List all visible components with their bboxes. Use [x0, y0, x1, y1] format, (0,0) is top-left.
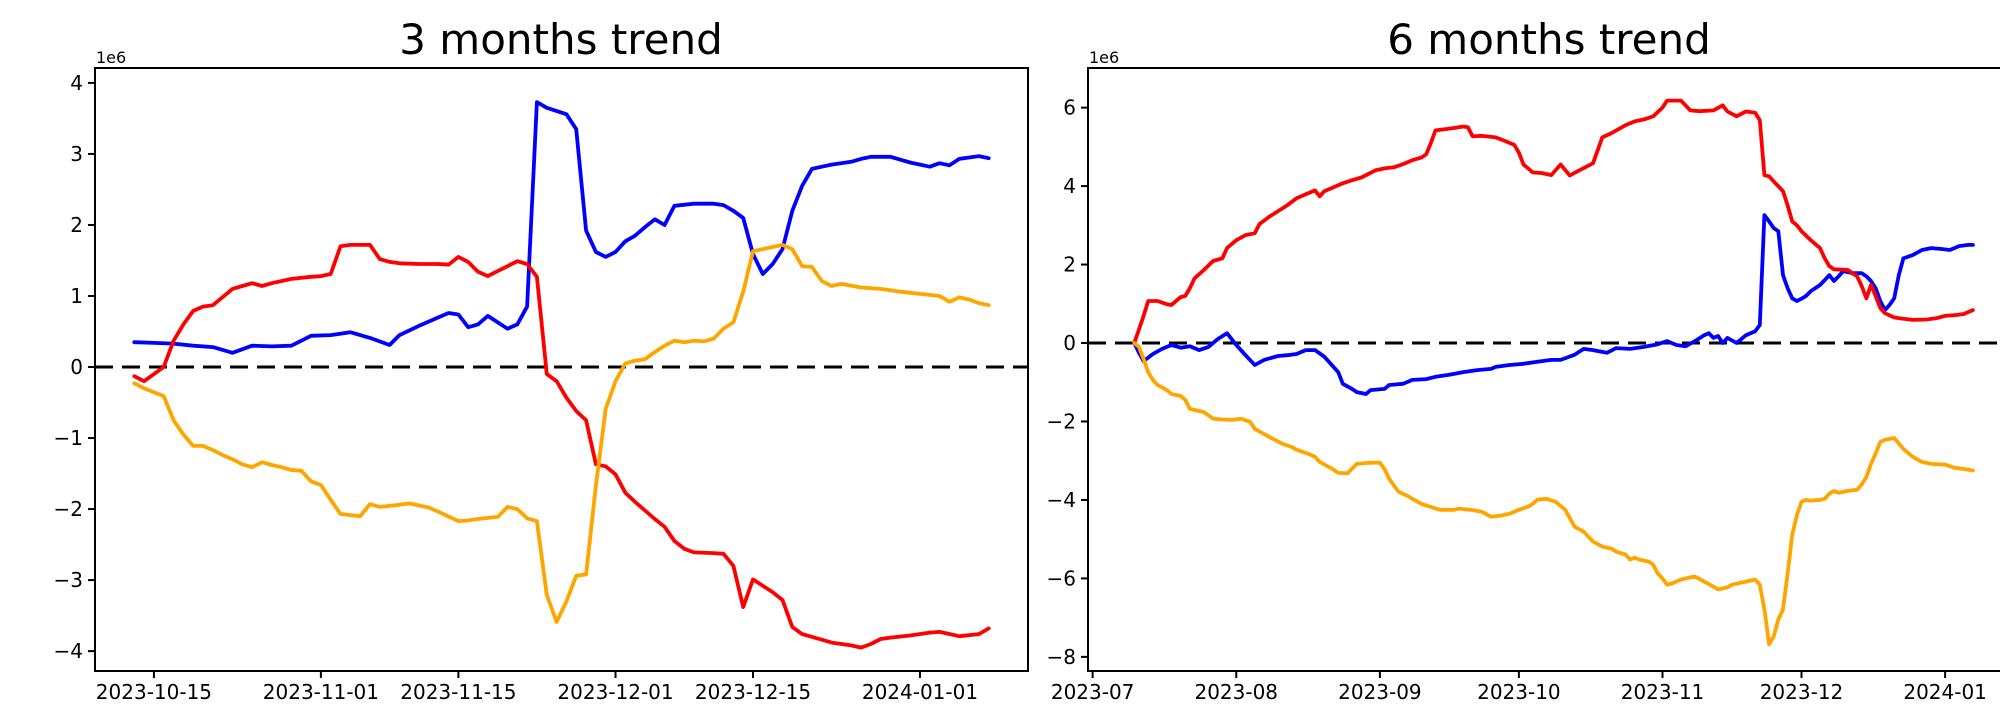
x-tick-label: 2023-11-01 [263, 680, 379, 704]
x-tick-label: 2023-08 [1194, 680, 1278, 704]
y-tick-label: 2 [70, 213, 83, 237]
y-tick-label: 2 [1063, 253, 1076, 277]
series-orange-line [1132, 341, 1975, 647]
y-tick-label: −2 [54, 497, 83, 521]
y-axis-offset-label: 1e6 [1089, 48, 1119, 67]
series-blue-line [1132, 213, 1975, 396]
x-tick-label: 2023-09 [1338, 680, 1422, 704]
x-tick-label: 2023-10 [1477, 680, 1561, 704]
x-tick-label: 2023-07 [1051, 680, 1135, 704]
series-blue-line [132, 100, 991, 355]
x-tick-label: 2023-12-01 [557, 680, 673, 704]
y-tick-label: −4 [1047, 488, 1076, 512]
y-tick-label: −6 [1047, 566, 1076, 590]
y-tick-label: −4 [54, 639, 83, 663]
y-tick-label: −1 [54, 426, 83, 450]
x-tick-label: 2023-12-15 [695, 680, 811, 704]
y-tick-label: −8 [1047, 645, 1076, 669]
chart-title-3-months: 3 months trend [399, 15, 723, 64]
y-tick-label: 4 [70, 71, 83, 95]
series-red-line [1132, 98, 1975, 345]
y-tick-label: 0 [1063, 331, 1076, 355]
series-orange-line [132, 242, 991, 624]
series-red-line [132, 242, 991, 650]
y-tick-label: 3 [70, 142, 83, 166]
chart-panel-6-months: 6 4 2 0 −2 −4 −6 −8 2023-07 2023-08 2023-09 2023-10… [1040, 16, 2000, 716]
chart-title-6-months: 6 months trend [1387, 15, 1711, 64]
chart-canvas-3-months: 4 3 2 1 0 −1 −2 −3 −4 2023-10-15 2023-11-01 2023-11… [54, 48, 1029, 704]
x-tick-label: 2023-12 [1760, 680, 1844, 704]
x-tick-label: 2023-10-15 [96, 680, 212, 704]
y-tick-label: 0 [70, 355, 83, 379]
y-tick-label: 6 [1063, 96, 1076, 120]
x-tick-label: 2023-11 [1621, 680, 1705, 704]
chart-canvas-6-months: 6 4 2 0 −2 −4 −6 −8 2023-07 2023-08 2023-09 2023-10… [1047, 48, 2000, 704]
y-axis-offset-label: 1e6 [96, 48, 126, 67]
x-tick-label: 2024-01 [1903, 680, 1987, 704]
axes-frame [1087, 67, 2000, 672]
chart-panel-3-months: 4 3 2 1 0 −1 −2 −3 −4 2023-10-15 2023-11-01 2023-11… [40, 16, 1040, 716]
y-tick-label: 1 [70, 284, 83, 308]
x-tick-label: 2024-01-01 [862, 680, 978, 704]
y-tick-label: 4 [1063, 174, 1076, 198]
x-tick-label: 2023-11-15 [400, 680, 516, 704]
axes-frame [94, 67, 1029, 672]
y-tick-label: −3 [54, 568, 83, 592]
y-tick-label: −2 [1047, 409, 1076, 433]
